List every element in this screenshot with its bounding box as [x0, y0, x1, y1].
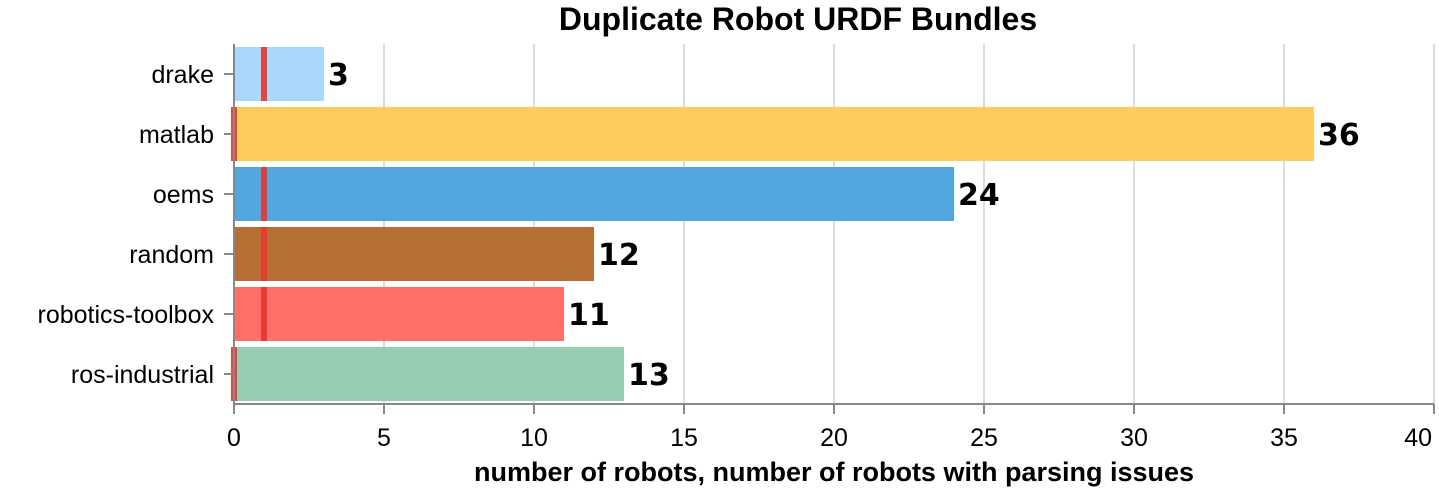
grid-lines [233, 44, 1435, 404]
axes: drake matlab oems random robotics-toolbox ros… [38, 44, 1435, 452]
x-tick-label: 20 [820, 424, 848, 452]
data-labels: 3 36 24 12 11 13 [328, 58, 1360, 393]
x-tick-label: 40 [1404, 424, 1432, 452]
parsing-issue-mark-drake [261, 47, 267, 101]
data-label-ros-industrial: 13 [628, 358, 670, 393]
x-tick-label: 25 [970, 424, 998, 452]
bar-ros-industrial [234, 347, 624, 401]
bar-robotics-toolbox [234, 287, 564, 341]
x-tick-label: 10 [520, 424, 548, 452]
data-label-random: 12 [598, 238, 640, 273]
bar-drake [234, 47, 324, 101]
bars [234, 47, 1314, 401]
data-label-matlab: 36 [1318, 118, 1360, 153]
parsing-issue-mark-oems [261, 167, 267, 221]
x-tick-label: 35 [1270, 424, 1298, 452]
x-tick-label: 0 [227, 424, 241, 452]
bar-random [234, 227, 594, 281]
y-tick-label-random: random [129, 241, 214, 269]
bar-oems [234, 167, 954, 221]
y-tick-label-matlab: matlab [139, 121, 214, 149]
data-label-oems: 24 [958, 178, 1000, 213]
parsing-issue-mark-random [261, 227, 267, 281]
chart-title: Duplicate Robot URDF Bundles [559, 1, 1037, 37]
y-tick-label-ros-industrial: ros-industrial [71, 361, 214, 389]
data-label-robotics-toolbox: 11 [568, 298, 610, 333]
parsing-issue-mark-robotics-toolbox [261, 287, 267, 341]
y-tick-label-drake: drake [151, 61, 214, 89]
x-axis-title: number of robots, number of robots with … [474, 457, 1194, 487]
x-tick-label: 5 [377, 424, 391, 452]
bar-matlab [234, 107, 1314, 161]
x-tick-label: 30 [1120, 424, 1148, 452]
x-tick-label: 15 [670, 424, 698, 452]
data-label-drake: 3 [328, 58, 349, 93]
y-tick-label-oems: oems [153, 181, 214, 209]
y-tick-label-robotics-toolbox: robotics-toolbox [38, 301, 215, 329]
